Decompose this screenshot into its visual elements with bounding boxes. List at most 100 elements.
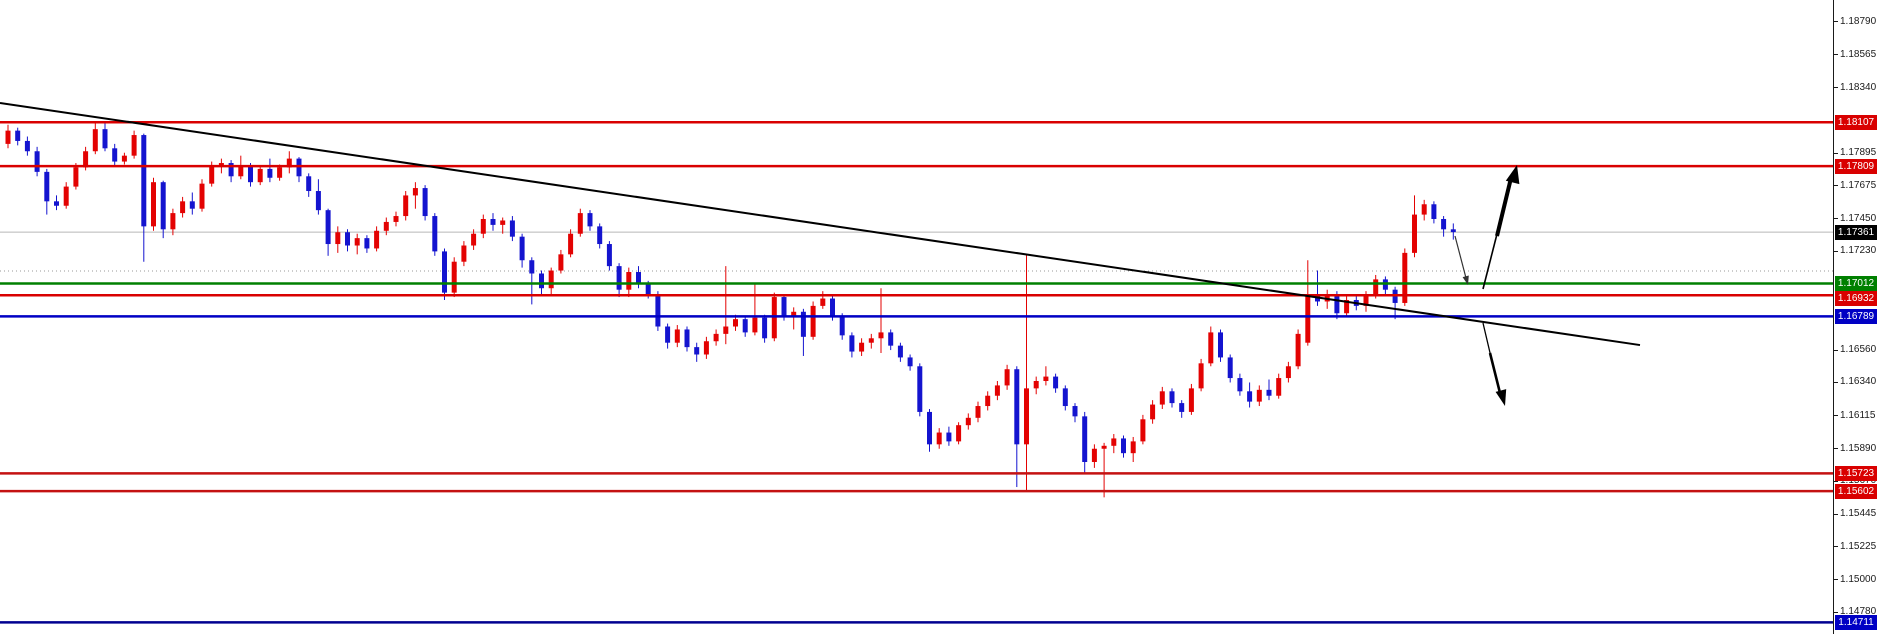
candle-body (92, 129, 98, 152)
axis-tick-label: 1.17675 (1840, 179, 1877, 191)
candle-body (364, 238, 370, 249)
bullish-scenario-arrow[interactable] (1482, 233, 1498, 290)
axis-tick-mark (1833, 448, 1838, 450)
candle-body (616, 266, 622, 290)
price-axis-separator[interactable] (1833, 0, 1834, 634)
candle-body (228, 163, 234, 177)
candle-body (286, 158, 292, 168)
axis-tick-mark (1833, 87, 1838, 89)
candle-body (1431, 204, 1437, 219)
candle-body (1121, 438, 1126, 454)
axis-tick-label: 1.17895 (1840, 147, 1877, 159)
candle-body (539, 273, 544, 289)
minor-lines-layer (0, 231, 1833, 272)
candle-body (849, 335, 855, 352)
candle-body (1247, 391, 1253, 402)
candle-body (490, 218, 496, 225)
candle-body (1091, 448, 1097, 463)
retest-path-arrow-head[interactable] (1462, 275, 1469, 286)
candle-body (917, 366, 923, 412)
candle-body (34, 151, 40, 172)
candle-body (1373, 279, 1379, 296)
candle-body (1140, 419, 1146, 442)
candle-body (1169, 391, 1175, 404)
candle-body (131, 135, 137, 156)
candle-body (63, 186, 69, 206)
bullish-scenario-arrow-head[interactable] (1505, 165, 1520, 185)
current-price-badge: 1.17361 (1835, 224, 1877, 240)
candle-body (480, 218, 486, 234)
bullish-scenario-arrow[interactable] (1495, 177, 1513, 237)
axis-tick-label: 1.14780 (1840, 606, 1877, 618)
candle-body (1014, 369, 1020, 445)
candle-body (189, 201, 195, 209)
candle-body (733, 319, 738, 327)
axis-tick-mark (1833, 152, 1838, 154)
candle-body (1256, 389, 1262, 402)
candle-body (568, 233, 574, 255)
axis-tick-label: 1.16340 (1840, 376, 1877, 388)
retest-path-arrow[interactable] (1454, 235, 1467, 279)
candle-body (830, 298, 835, 317)
candle-body (1101, 445, 1107, 449)
candle-body (684, 329, 690, 348)
support-price-badge: 1.15602 (1835, 483, 1877, 499)
candle-body (102, 129, 108, 149)
candle-body (15, 130, 21, 141)
candle-body (994, 385, 1000, 396)
candle-body (558, 254, 564, 271)
bearish-scenario-arrow[interactable] (1482, 322, 1492, 358)
candles-layer (5, 121, 1456, 498)
axis-tick-mark (1833, 611, 1838, 613)
bearish-scenario-arrow-head[interactable] (1495, 389, 1507, 406)
candle-body (248, 165, 253, 183)
support-price-badge: 1.15723 (1835, 465, 1877, 481)
candle-body (1441, 218, 1447, 230)
candle-body (160, 182, 166, 230)
candle-body (1062, 388, 1068, 407)
candle-body (878, 332, 884, 339)
candle-body (645, 283, 651, 295)
resistance-price-badge: 1.18107 (1835, 114, 1877, 130)
candle-body (1402, 252, 1408, 303)
candle-body (946, 432, 952, 442)
candle-body (1237, 378, 1243, 392)
candle-body (325, 210, 331, 245)
candle-body (422, 188, 428, 217)
support-resistance-lines-layer (0, 120, 1833, 624)
candle-body (432, 216, 438, 252)
candle-body (975, 406, 981, 418)
candle-body (888, 332, 894, 346)
candle-body (907, 357, 913, 367)
candle-body (1412, 214, 1417, 253)
axis-tick-label: 1.18340 (1840, 81, 1877, 93)
candle-body (383, 221, 389, 231)
support-price-badge: 1.14711 (1835, 614, 1877, 630)
support-price-badge: 1.16932 (1835, 291, 1877, 307)
candle-body (345, 232, 350, 246)
candle-body (771, 297, 777, 339)
candle-body (859, 342, 865, 352)
candle-body (218, 163, 224, 166)
candle-body (121, 155, 127, 162)
candle-body (1198, 363, 1204, 389)
candle-body (781, 297, 787, 317)
bearish-scenario-arrow[interactable] (1488, 352, 1502, 394)
candle-body (267, 168, 273, 178)
candle-body (839, 316, 845, 336)
candle-body (1130, 441, 1136, 454)
candle-body (1344, 300, 1350, 314)
candle-body (306, 176, 312, 192)
axis-tick-mark (1833, 349, 1838, 351)
axis-tick-label: 1.17450 (1840, 212, 1877, 224)
axis-tick-mark (1833, 513, 1838, 515)
descending-trendline[interactable] (0, 101, 1641, 347)
candle-body (403, 195, 409, 217)
candle-body (519, 236, 525, 261)
candle-body (500, 220, 506, 225)
candle-body (238, 165, 244, 177)
candle-body (170, 213, 176, 230)
candle-body (315, 191, 321, 211)
candle-body (820, 298, 826, 306)
